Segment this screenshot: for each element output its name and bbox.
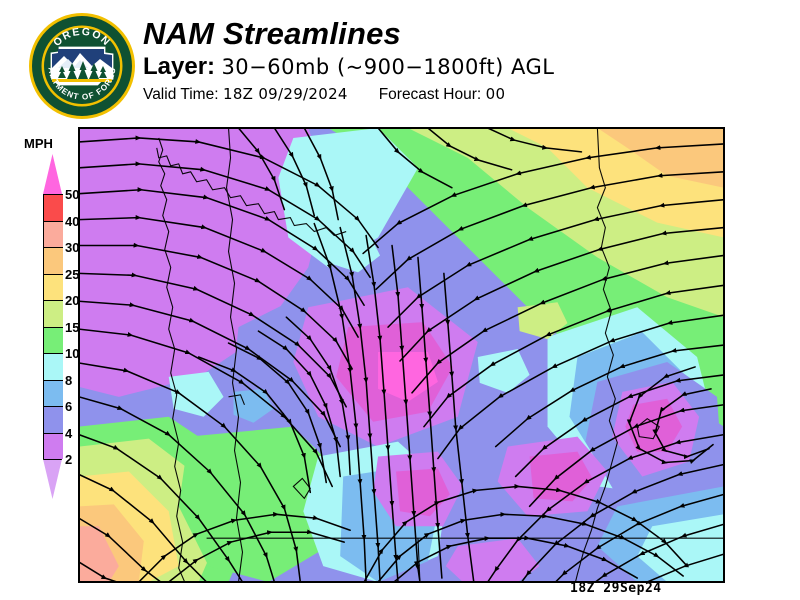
colorbar-band [44, 353, 63, 380]
forecast-hour-label: Forecast Hour: [378, 86, 482, 103]
colorbar-legend: MPH 50 40 30 25 20 15 10 8 6 4 2 [10, 136, 80, 526]
layer-line: Layer: 30−60mb (~900−1800ft) AGL [143, 53, 554, 80]
forecast-hour-value: 00 [485, 85, 506, 103]
valid-time-line: Valid Time: 18Z 09/29/2024 Forecast Hour… [143, 85, 554, 104]
colorbar-band [44, 273, 63, 300]
colorbar-over-arrow [43, 154, 62, 194]
valid-time-label: Valid Time: [143, 86, 219, 103]
colorbar-tick-label: 8 [65, 372, 73, 388]
map-timestamp: 18Z 29Sep24 [570, 581, 662, 596]
colorbar-band [44, 194, 63, 221]
colorbar-tick-label: 4 [65, 425, 73, 441]
colorbar-band [44, 406, 63, 433]
colorbar-band [44, 326, 63, 353]
header: OREGON DEPARTMENT OF FORESTRY NAM Stream… [0, 0, 800, 122]
colorbar-tick-label: 10 [65, 346, 80, 361]
colorbar-tick-label: 2 [65, 452, 73, 467]
layer-label: Layer: [143, 53, 216, 80]
colorbar-tick-label: 40 [65, 213, 80, 229]
colorbar-tick-label: 6 [65, 399, 73, 414]
colorbar-band [44, 247, 63, 274]
colorbar-under-arrow [43, 459, 62, 499]
valid-time-value: 18Z 09/29/2024 [222, 85, 348, 103]
colorbar-band [44, 432, 63, 459]
colorbar-tick-label: 50 [65, 187, 80, 202]
colorbar-band [44, 379, 63, 406]
colorbar-band [44, 220, 63, 247]
oregon-dept-forestry-logo: OREGON DEPARTMENT OF FORESTRY [28, 12, 135, 119]
colorbar-bands [43, 194, 63, 459]
colorbar-tick-label: 25 [65, 266, 80, 282]
page-title: NAM Streamlines [143, 16, 401, 51]
colorbar-tick-label: 20 [65, 293, 80, 308]
layer-value: 30−60mb (~900−1800ft) AGL [221, 55, 555, 79]
colorbar-tick-label: 15 [65, 319, 80, 335]
title-block: NAM Streamlines Layer: 30−60mb (~900−180… [143, 17, 554, 104]
colorbar-tick-label: 30 [65, 240, 80, 255]
streamline-map [79, 128, 724, 582]
map-plot-area[interactable] [78, 127, 725, 583]
streamlines [79, 128, 724, 582]
colorbar-units-label: MPH [24, 136, 53, 151]
colorbar-band [44, 300, 63, 327]
colorbar-stack [43, 154, 63, 499]
